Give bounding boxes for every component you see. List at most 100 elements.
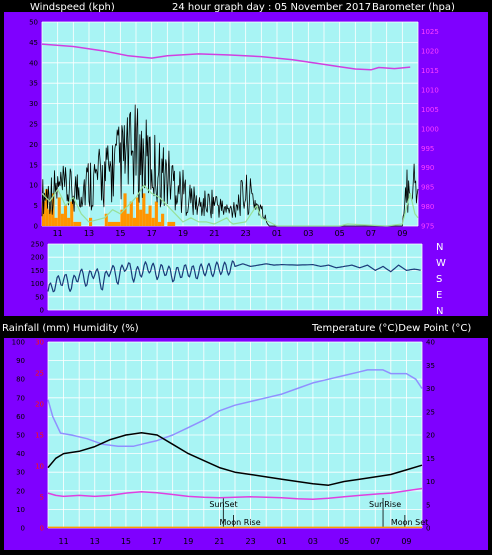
wind-average-line	[41, 104, 419, 227]
barometer-y-tick: 1005	[421, 106, 439, 114]
humidity-y-tick: 100	[12, 339, 25, 347]
rain-y-tick: 25	[35, 370, 44, 378]
wind-orange-bar	[154, 201, 158, 226]
temp-x-tick: 17	[152, 537, 162, 546]
temp-x-tick: 09	[401, 537, 411, 546]
wind-direction-line	[47, 260, 421, 293]
wind-orange-bar	[48, 209, 52, 226]
wind-y-tick: 25	[29, 121, 38, 129]
barometer-y-tick: 985	[421, 184, 434, 192]
barometer-y-tick: 1010	[421, 87, 439, 95]
rain-y-tick: 5	[40, 494, 44, 502]
wind-gust-line	[41, 184, 419, 227]
compass-label: E	[436, 290, 442, 301]
wind-x-tick: 09	[397, 229, 407, 238]
wind-orange-bar	[70, 201, 74, 226]
dewpoint-line	[47, 487, 423, 500]
event-marker-label: Moon Rise	[219, 518, 260, 527]
wind-orange-bar	[126, 213, 130, 226]
direction-y-tick: 50	[35, 293, 44, 301]
compass-label: S	[436, 274, 442, 285]
wind-y-tick: 20	[29, 141, 38, 149]
wind-x-tick: 19	[178, 229, 188, 238]
event-marker-label: SunRise	[369, 500, 401, 509]
temp-x-tick: 15	[121, 537, 131, 546]
rain-y-tick: 20	[35, 401, 44, 409]
wind-orange-bar	[129, 201, 133, 226]
wind-x-tick: 21	[209, 229, 219, 238]
temp-y-tick: 5	[426, 501, 430, 509]
compass-label: N	[436, 306, 443, 317]
direction-y-tick: 100	[31, 280, 44, 288]
rain-y-tick: 15	[35, 432, 44, 440]
barometer-axis-title: Barometer (hpa)	[372, 2, 455, 13]
series-layer: SunSet Moon Rise SunRise Moon Set	[41, 43, 428, 529]
temp-x-tick: 01	[277, 537, 287, 546]
wind-orange-bar	[151, 217, 155, 226]
temp-y-tick: 25	[426, 408, 435, 416]
wind-orange-bar	[57, 197, 61, 226]
humidity-line	[47, 369, 423, 447]
wind-orange-bar	[73, 221, 82, 226]
temperature-line	[47, 431, 423, 486]
direction-y-tick: 0	[40, 307, 44, 315]
wind-y-tick: 30	[29, 100, 38, 108]
humidity-y-tick: 40	[16, 450, 25, 458]
barometer-y-tick: 995	[421, 145, 434, 153]
wind-x-tick: 15	[115, 229, 125, 238]
rain-y-tick: 30	[35, 339, 44, 347]
humidity-y-tick: 20	[16, 487, 25, 495]
wind-x-tick: 23	[241, 229, 251, 238]
wind-orange-bar	[142, 193, 146, 226]
temp-y-tick: 40	[426, 339, 435, 347]
barometer-y-tick: 975	[421, 223, 434, 231]
rain-y-tick: 10	[35, 463, 44, 471]
event-marker-label: Moon Set	[391, 518, 428, 527]
humidity-y-tick: 0	[21, 525, 25, 533]
humidity-y-tick: 80	[16, 376, 25, 384]
wind-y-tick: 0	[34, 223, 38, 231]
wind-y-tick: 45	[29, 39, 38, 47]
humidity-y-tick: 30	[16, 469, 25, 477]
wind-x-tick: 05	[335, 229, 345, 238]
chart-title: 24 hour graph day : 05 November 2017	[172, 2, 371, 13]
wind-orange-bar	[136, 197, 140, 226]
humidity-y-tick: 50	[16, 432, 25, 440]
humidity-y-tick: 10	[16, 506, 25, 514]
barometer-line	[41, 43, 411, 71]
barometer-y-tick: 980	[421, 203, 434, 211]
wind-orange-bar	[167, 221, 176, 226]
wind-orange-bar	[54, 217, 58, 226]
rain-y-tick: 0	[40, 525, 44, 533]
temp-y-tick: 10	[426, 478, 435, 486]
wind-y-tick: 40	[29, 59, 38, 67]
wind-y-tick: 10	[29, 182, 38, 190]
compass-label: N	[436, 242, 443, 253]
direction-y-tick: 150	[31, 267, 44, 275]
wind-x-tick: 01	[272, 229, 282, 238]
temp-x-tick: 13	[90, 537, 100, 546]
humidity-y-tick: 90	[16, 357, 25, 365]
rain-humidity-axis-title: Rainfall (mm) Humidity (%)	[2, 323, 139, 334]
wind-orange-bar	[63, 205, 68, 226]
wind-y-tick: 50	[29, 19, 38, 27]
barometer-y-tick: 1020	[421, 48, 439, 56]
wind-x-tick: 03	[303, 229, 313, 238]
wind-orange-bar	[145, 213, 149, 226]
temp-y-tick: 0	[426, 525, 430, 533]
wind-x-tick: 17	[147, 229, 157, 238]
wind-orange-bar	[148, 205, 152, 226]
wind-y-tick: 15	[29, 161, 38, 169]
wind-orange-bar	[104, 213, 108, 226]
temp-y-tick: 30	[426, 385, 435, 393]
temp-y-tick: 15	[426, 455, 435, 463]
temp-x-tick: 11	[58, 537, 68, 546]
temp-x-tick: 07	[370, 537, 380, 546]
tick-labels: 0510152025303540455097598098599099510001…	[12, 19, 446, 547]
event-marker-label: SunSet	[209, 500, 237, 509]
barometer-y-tick: 1000	[421, 125, 439, 133]
temp-dew-axis-title: Temperature (°C)Dew Point (°C)	[311, 323, 471, 334]
wind-y-tick: 35	[29, 80, 38, 88]
barometer-y-tick: 1015	[421, 67, 439, 75]
